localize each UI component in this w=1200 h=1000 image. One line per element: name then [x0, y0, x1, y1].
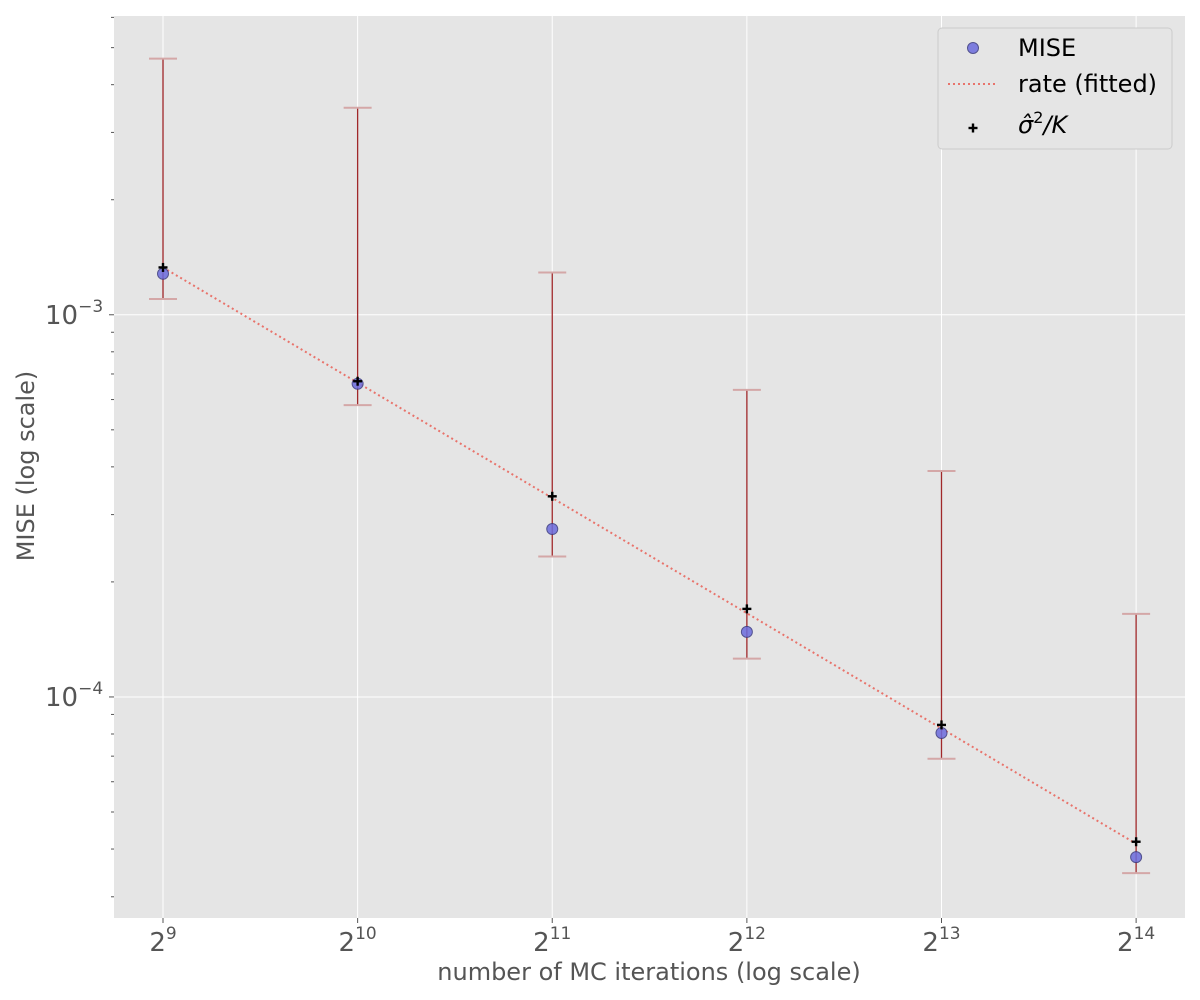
- y-tick-label: 10−4: [45, 679, 103, 713]
- x-tick-label: 211: [533, 924, 571, 958]
- legend-rate-label: rate (fitted): [1018, 70, 1157, 98]
- legend-mise-marker: [967, 42, 979, 54]
- x-tick-labels: 29 210 211 212 213 214: [149, 918, 1155, 958]
- mise-point: [1130, 851, 1143, 864]
- sigma-over-k-point: [1131, 837, 1141, 847]
- y-tick-label: 10−3: [45, 297, 103, 331]
- x-tick-label: 212: [728, 924, 766, 958]
- sigma-over-k-point: [353, 376, 363, 386]
- x-tick-label: 210: [339, 924, 377, 958]
- legend-sigma-marker: [968, 123, 978, 133]
- sigma-over-k-point: [158, 262, 168, 272]
- x-tick-label: 29: [149, 924, 176, 958]
- error-bar: [149, 57, 178, 300]
- x-axis-title: number of MC iterations (log scale): [437, 958, 860, 986]
- rate-fitted-line: [162, 266, 1137, 845]
- y-axis-title: MISE (log scale): [12, 371, 40, 562]
- legend-sigma-label: σ̂2/K: [1018, 108, 1069, 139]
- mise-point: [546, 523, 559, 536]
- mise-point: [740, 625, 753, 638]
- plot-area: [114, 16, 1185, 918]
- legend-box: [937, 27, 1173, 150]
- legend-plus-glyph: [968, 123, 978, 133]
- legend-mise-label: MISE: [1018, 34, 1076, 62]
- legend: MISE rate (fitted) σ̂2/K: [937, 27, 1173, 150]
- x-tick-label: 213: [922, 924, 960, 958]
- sigma-over-k-markers: [158, 262, 1141, 847]
- x-tick-label: 214: [1117, 924, 1155, 958]
- error-bar: [732, 388, 761, 660]
- error-bars: [149, 57, 1151, 875]
- sigma-over-k-point: [547, 491, 557, 501]
- error-bar: [927, 470, 956, 760]
- sigma-over-k-point: [936, 720, 946, 730]
- y-tick-labels: 10−3 10−4: [45, 297, 114, 713]
- y-minor-ticks: [111, 16, 114, 898]
- sigma-over-k-point: [742, 604, 752, 614]
- error-bar: [1122, 612, 1151, 875]
- error-bar: [538, 271, 567, 558]
- error-bar: [343, 106, 372, 407]
- rate-fitted-line-layer: [162, 266, 1137, 845]
